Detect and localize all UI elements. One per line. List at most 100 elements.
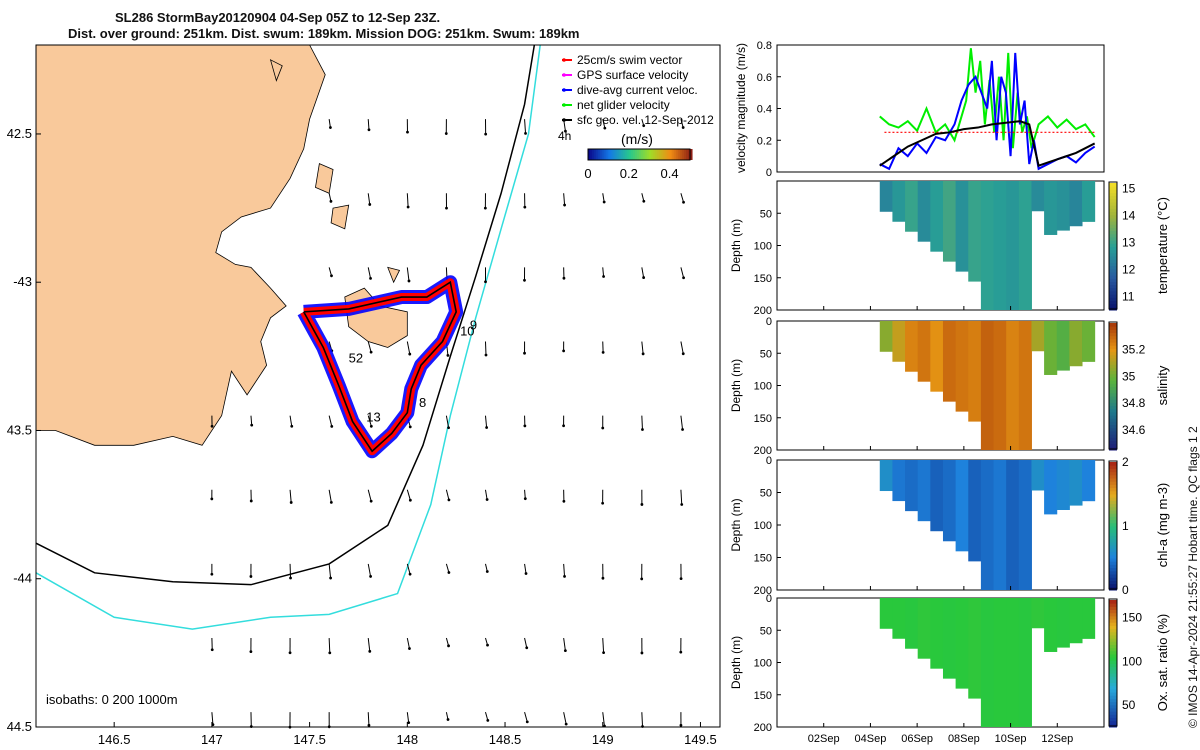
current-vector-head	[210, 424, 214, 428]
island-3	[387, 266, 401, 284]
section-colorbar-tick: 14	[1122, 208, 1136, 222]
current-vector-head	[484, 280, 487, 284]
section-colorbar-cell	[1109, 354, 1117, 359]
section-colorbar-tick: 13	[1122, 235, 1136, 249]
section-colorbar-cell	[1109, 657, 1117, 661]
current-vector-head	[642, 276, 646, 279]
island-1	[330, 204, 350, 230]
current-vector-head	[641, 428, 644, 431]
section-cell	[980, 181, 995, 310]
current-vector	[406, 489, 411, 501]
date-tick-label: 02Sep	[808, 733, 840, 745]
section-ytick-label: 200	[754, 305, 772, 317]
section-cell	[905, 460, 919, 512]
section-cell	[1006, 460, 1020, 590]
current-vector-head	[369, 499, 373, 503]
current-vector	[641, 415, 643, 430]
current-vector-head	[679, 650, 683, 654]
section-cell	[942, 598, 957, 679]
colorbar-cell	[690, 149, 693, 160]
current-vector-head	[446, 353, 450, 357]
current-vector	[445, 489, 450, 501]
velocity-series-1	[879, 52, 1096, 171]
section-cell	[968, 321, 982, 422]
current-vector-head	[407, 279, 411, 283]
current-vector-head	[523, 205, 527, 209]
current-vector-head	[602, 275, 605, 278]
section-ytick-label: 50	[760, 208, 772, 220]
current-vector-head	[250, 423, 254, 427]
section-colorbar-cell	[1109, 386, 1117, 391]
section-colorbar-cell	[1109, 186, 1117, 190]
colorbar-cell	[634, 149, 638, 160]
colorbar-cell	[598, 149, 601, 160]
section-cell	[1044, 460, 1058, 515]
current-vector-head	[563, 203, 566, 207]
map-xtick-label: 146.5	[98, 732, 131, 747]
current-vector-head	[447, 571, 451, 574]
current-vector	[563, 563, 566, 577]
section-colorbar-cell	[1109, 335, 1117, 340]
current-vector	[367, 489, 372, 502]
colorbar-cell	[651, 149, 654, 160]
section-cell	[905, 598, 919, 649]
section-colorbar-cell	[1109, 561, 1117, 565]
section-colorbar-cell	[1109, 224, 1117, 228]
current-vector-head	[485, 498, 489, 501]
current-vector-head	[483, 206, 487, 210]
section-cell	[1018, 321, 1032, 450]
section-cell	[1069, 321, 1083, 367]
current-vector-head	[601, 576, 605, 580]
section-cell	[1031, 460, 1045, 491]
current-vector-head	[444, 132, 448, 135]
section-colorbar-cell	[1109, 338, 1117, 343]
current-vector	[328, 563, 332, 579]
section-cell	[1056, 181, 1070, 231]
current-vector	[680, 119, 684, 128]
current-vector	[602, 267, 605, 277]
current-vector-head	[524, 572, 528, 575]
section-colorbar-label: chl-a (mg m-3)	[1155, 483, 1170, 568]
current-vector-head	[369, 575, 372, 578]
section-colorbar-cell	[1109, 208, 1117, 213]
colorbar-cell	[677, 149, 681, 160]
colorbar-cell	[657, 149, 660, 160]
current-vector-head	[525, 646, 529, 650]
colorbar-cell	[639, 149, 642, 160]
map-ytick-label: 44.5	[7, 719, 32, 734]
section-cell	[955, 598, 969, 689]
map-ytick-label: -43	[13, 274, 32, 289]
current-vector	[445, 563, 450, 573]
current-vector	[563, 193, 566, 206]
current-vector-head	[640, 577, 644, 581]
legend-entry: net glider velocity	[577, 98, 670, 112]
current-vector-head	[602, 200, 606, 204]
section-colorbar-cell	[1109, 402, 1117, 407]
section-cell	[968, 181, 982, 282]
colorbar-tick: 0.4	[661, 166, 679, 181]
section-colorbar-frame	[1108, 181, 1118, 310]
section-colorbar-cell	[1109, 262, 1117, 267]
current-vector-head	[328, 651, 332, 655]
current-vector	[367, 712, 370, 726]
colorbar-cell	[616, 149, 620, 160]
section-colorbar-cell	[1109, 345, 1117, 349]
current-vector-head	[408, 647, 411, 650]
colorbar-cell	[665, 149, 669, 160]
section-colorbar-tick: 12	[1122, 262, 1136, 276]
current-vector	[563, 637, 566, 651]
legend-marker	[562, 58, 566, 62]
section-colorbar-cell	[1109, 265, 1117, 270]
current-vector-head	[288, 651, 292, 655]
section-colorbar-cell	[1109, 506, 1117, 511]
legend-entry: 25cm/s swim vector	[577, 53, 682, 67]
date-tick-label: 12Sep	[1041, 733, 1073, 745]
section-cell	[1031, 598, 1045, 629]
glider-track-line	[303, 280, 458, 453]
colorbar-cell	[673, 149, 677, 160]
section-colorbar-cell	[1109, 717, 1117, 722]
section-cell	[1018, 598, 1032, 727]
current-vector-head	[329, 500, 333, 504]
colorbar-cell	[671, 149, 675, 160]
